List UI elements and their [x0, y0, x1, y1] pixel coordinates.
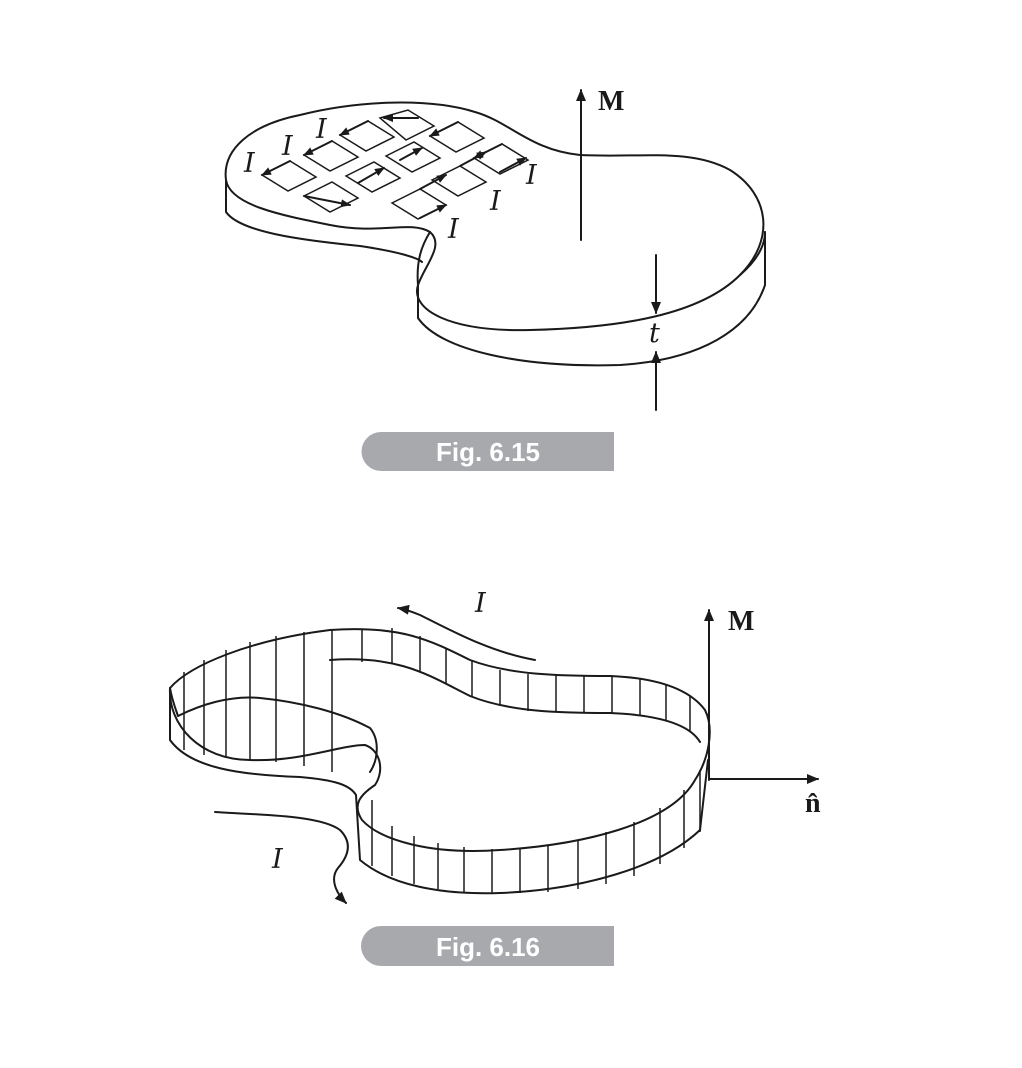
caption-badge: Fig. 6.15 — [361, 432, 614, 471]
current-arrow-bottom — [214, 811, 349, 904]
current-loops — [260, 109, 530, 220]
current-label: I — [243, 148, 256, 179]
figure-caption: Fig. 6.15 — [436, 437, 540, 467]
ribbon-back-inner — [329, 658, 701, 743]
ribbon-top-edge — [168, 628, 711, 852]
ribbon-inner-edge — [177, 696, 378, 773]
current-label: I — [525, 160, 538, 191]
slab-notch — [416, 231, 431, 286]
ribbon-bottom-edge — [169, 687, 709, 895]
caption-badge: Fig. 6.16 — [361, 926, 614, 966]
normal-label: n̂ — [805, 788, 821, 819]
figure-6-16: I I M n̂ Fig. 6.16 — [168, 588, 821, 966]
current-label: I — [489, 186, 502, 217]
slab-right-edge — [739, 231, 766, 276]
magnetization-label: M — [728, 606, 754, 637]
thickness-label: t — [649, 318, 660, 349]
ribbon-left-cap — [169, 687, 179, 717]
figure-caption: Fig. 6.16 — [436, 932, 540, 962]
current-label: I — [315, 114, 328, 145]
current-label: I — [271, 844, 284, 875]
slab-side-front — [417, 231, 766, 367]
current-label: I — [474, 588, 487, 619]
current-label: I — [447, 214, 460, 245]
figure-6-15: I I I I I I M t Fig. 6.15 — [224, 86, 766, 471]
current-arrow-top — [397, 604, 536, 661]
current-label: I — [281, 131, 294, 162]
magnetization-label: M — [598, 86, 624, 117]
slab-side-left — [225, 179, 423, 263]
ribbon-strips — [183, 628, 701, 893]
